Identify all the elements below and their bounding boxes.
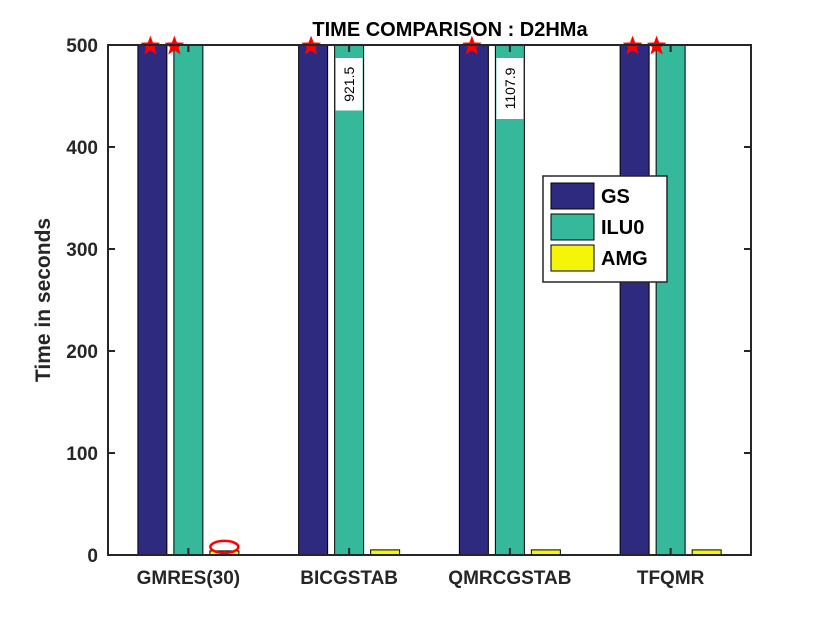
x-tick-label-3: TFQMR [637, 568, 705, 589]
y-tick-label-200: 200 [66, 342, 98, 363]
annotations-group: 921.5 1107.9 [335, 58, 524, 119]
circle-marker [209, 539, 240, 555]
legend-swatch-amg [550, 244, 595, 272]
x-tick-label-2: QMRCGSTAB [448, 568, 571, 589]
y-tick-label-400: 400 [66, 138, 98, 159]
legend-swatch-ilu0 [550, 213, 595, 241]
y-tick-label-100: 100 [66, 444, 98, 465]
plot-area [108, 45, 751, 555]
bar-ilu0-gmres30 [173, 44, 204, 556]
bar-gs-qmrcgstab [458, 44, 489, 556]
legend-label-gs: GS [601, 186, 630, 208]
bars-group [137, 44, 722, 556]
annotation-bg-0 [335, 58, 363, 111]
y-tick-label-500: 500 [66, 36, 98, 57]
x-tick-label-0: GMRES(30) [137, 568, 240, 589]
annotation-label-0: 921.5 [341, 67, 357, 102]
bar-gs-bicgstab [298, 44, 329, 556]
y-axis: 0 100 200 300 400 500 [66, 36, 751, 567]
legend-label-amg: AMG [601, 248, 648, 270]
y-axis-title: Time in seconds [32, 218, 55, 382]
bar-ilu0-qmrcgstab [494, 44, 525, 556]
bar-gs-gmres30 [137, 44, 168, 556]
chart-title: TIME COMPARISON : D2HMa [312, 19, 588, 41]
annotation-bg-1 [496, 58, 524, 119]
x-axis: GMRES(30) BICGSTAB QMRCGSTAB TFQMR [137, 45, 705, 589]
bar-ilu0-tfqmr [655, 44, 686, 556]
y-tick-label-300: 300 [66, 240, 98, 261]
bar-ilu0-bicgstab [334, 44, 365, 556]
x-tick-label-1: BICGSTAB [300, 568, 398, 589]
annotation-label-1: 1107.9 [502, 67, 518, 109]
legend-label-ilu0: ILU0 [601, 217, 644, 239]
legend-swatch-gs [550, 182, 595, 210]
plot-frame [107, 44, 752, 556]
legend: GS ILU0 AMG [542, 175, 668, 283]
y-tick-label-0: 0 [87, 546, 98, 567]
bar-gs-tfqmr [619, 44, 650, 556]
